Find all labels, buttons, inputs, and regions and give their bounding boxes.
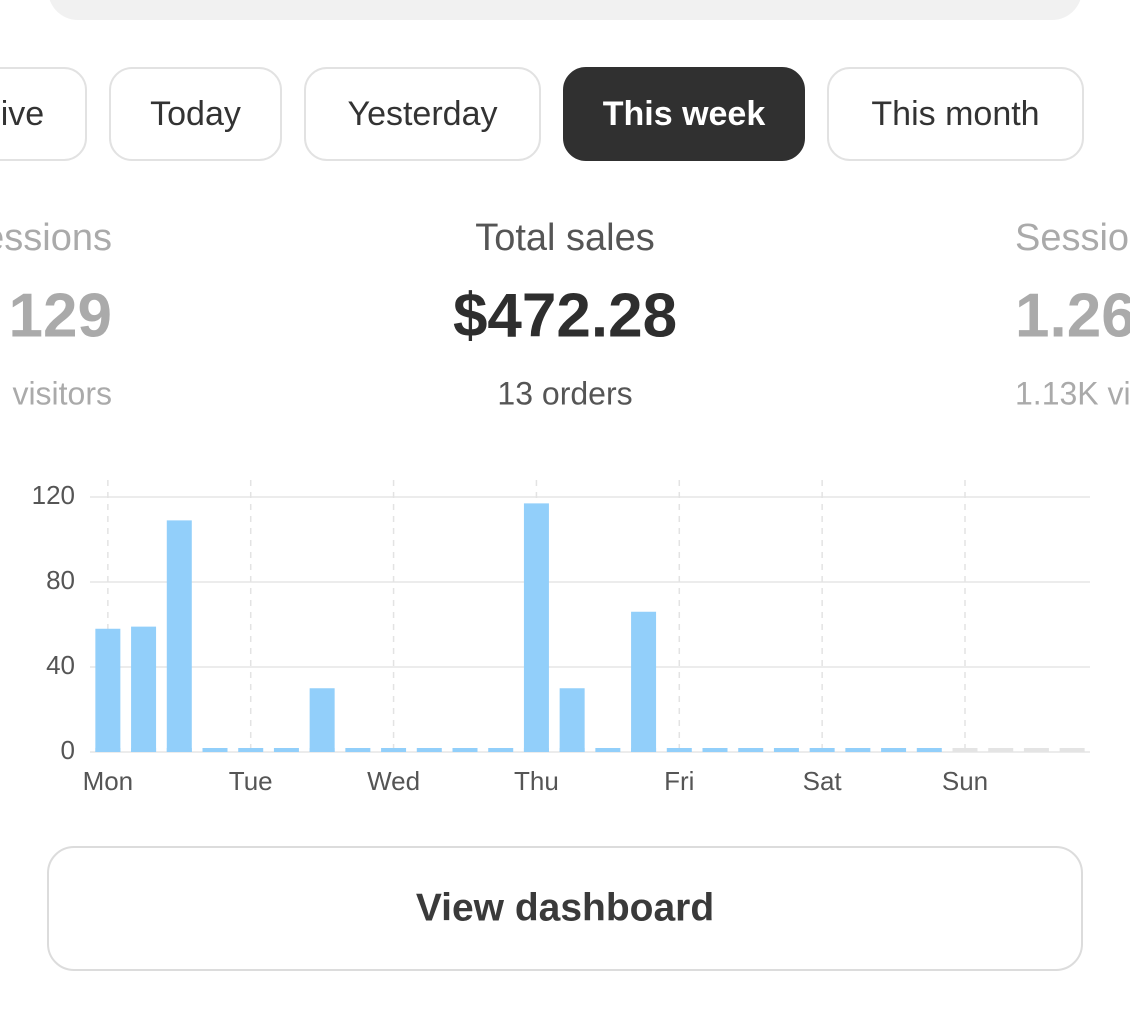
stat-detail: 1.13K visitors bbox=[1015, 375, 1130, 411]
bar-baseline-stub bbox=[1023, 748, 1049, 752]
button-frame[interactable] bbox=[47, 846, 1083, 971]
x-tick-label: Sat bbox=[803, 766, 843, 796]
bar-baseline-stub bbox=[273, 748, 299, 752]
view-dashboard-button[interactable]: View dashboard bbox=[47, 846, 1083, 971]
x-tick-label: Fri bbox=[664, 766, 694, 796]
x-tick-label: Tue bbox=[229, 766, 273, 796]
x-tick-label: Mon bbox=[83, 766, 134, 796]
bar-baseline-stub bbox=[916, 748, 942, 752]
bar-baseline-stub bbox=[488, 748, 514, 752]
tab-label[interactable]: This week bbox=[603, 95, 766, 133]
tab-label[interactable]: Yesterday bbox=[348, 95, 498, 133]
stats-carousel: Sessions 129 visitors Total sales $472.28 13 … bbox=[0, 217, 1130, 411]
bar-baseline-stub bbox=[202, 748, 228, 752]
tab[interactable] bbox=[0, 67, 87, 161]
bar-baseline-stub bbox=[452, 748, 478, 752]
tab[interactable] bbox=[827, 67, 1084, 161]
bar-baseline-stub bbox=[666, 748, 692, 752]
bar bbox=[523, 503, 549, 752]
bar bbox=[631, 611, 657, 752]
bar-baseline-stub bbox=[773, 748, 799, 752]
bar-baseline-stub bbox=[702, 748, 728, 752]
tab-label[interactable]: This month bbox=[871, 95, 1039, 133]
x-tick-label: Thu bbox=[514, 766, 559, 796]
bar-baseline-stub bbox=[881, 748, 907, 752]
stat-value: $472.28 bbox=[453, 281, 677, 350]
bar bbox=[131, 626, 157, 752]
bar-baseline-stub bbox=[416, 748, 442, 752]
bar-baseline-stub bbox=[381, 748, 407, 752]
tab-label[interactable]: Live bbox=[0, 95, 44, 133]
stat-detail: 13 orders bbox=[497, 375, 632, 411]
bar bbox=[309, 688, 335, 752]
bar-baseline-stub bbox=[238, 748, 264, 752]
x-tick-label: Wed bbox=[367, 766, 420, 796]
x-tick-label: Sun bbox=[942, 766, 988, 796]
y-tick-label: 0 bbox=[61, 735, 75, 765]
stat-value: 129 bbox=[9, 281, 112, 350]
bar-baseline-stub bbox=[595, 748, 621, 752]
bar-baseline-stub bbox=[952, 748, 978, 752]
bar bbox=[166, 520, 192, 752]
stat-label: Sessions bbox=[0, 217, 112, 259]
y-tick-label: 80 bbox=[46, 565, 75, 595]
stat-label: Sessions bbox=[1015, 217, 1130, 259]
bar-baseline-stub bbox=[738, 748, 764, 752]
bar-baseline-stub bbox=[1059, 748, 1085, 752]
stat-label: Total sales bbox=[475, 217, 655, 259]
tab[interactable] bbox=[304, 67, 541, 161]
tab[interactable] bbox=[109, 67, 282, 161]
y-tick-label: 40 bbox=[46, 650, 75, 680]
button-label[interactable]: View dashboard bbox=[416, 886, 714, 929]
bar bbox=[559, 688, 585, 752]
chart: 0 40 80 120 Mon Tue Wed Thu Fri Sat Sun bbox=[32, 480, 1090, 796]
bar-baseline-stub bbox=[988, 748, 1014, 752]
stat-detail: visitors bbox=[12, 375, 112, 411]
tab[interactable] bbox=[563, 67, 805, 161]
bar-baseline-stub bbox=[845, 748, 871, 752]
bar-baseline-stub bbox=[345, 748, 371, 752]
bar bbox=[95, 628, 121, 752]
tab-bar: Live Today Yesterday This week This month bbox=[0, 67, 1084, 161]
search-bar[interactable] bbox=[48, 0, 1082, 20]
tab-label[interactable]: Today bbox=[150, 95, 241, 133]
stat-value: 1.26K bbox=[1015, 281, 1130, 350]
y-tick-label: 120 bbox=[32, 480, 75, 510]
bar-baseline-stub bbox=[809, 748, 835, 752]
